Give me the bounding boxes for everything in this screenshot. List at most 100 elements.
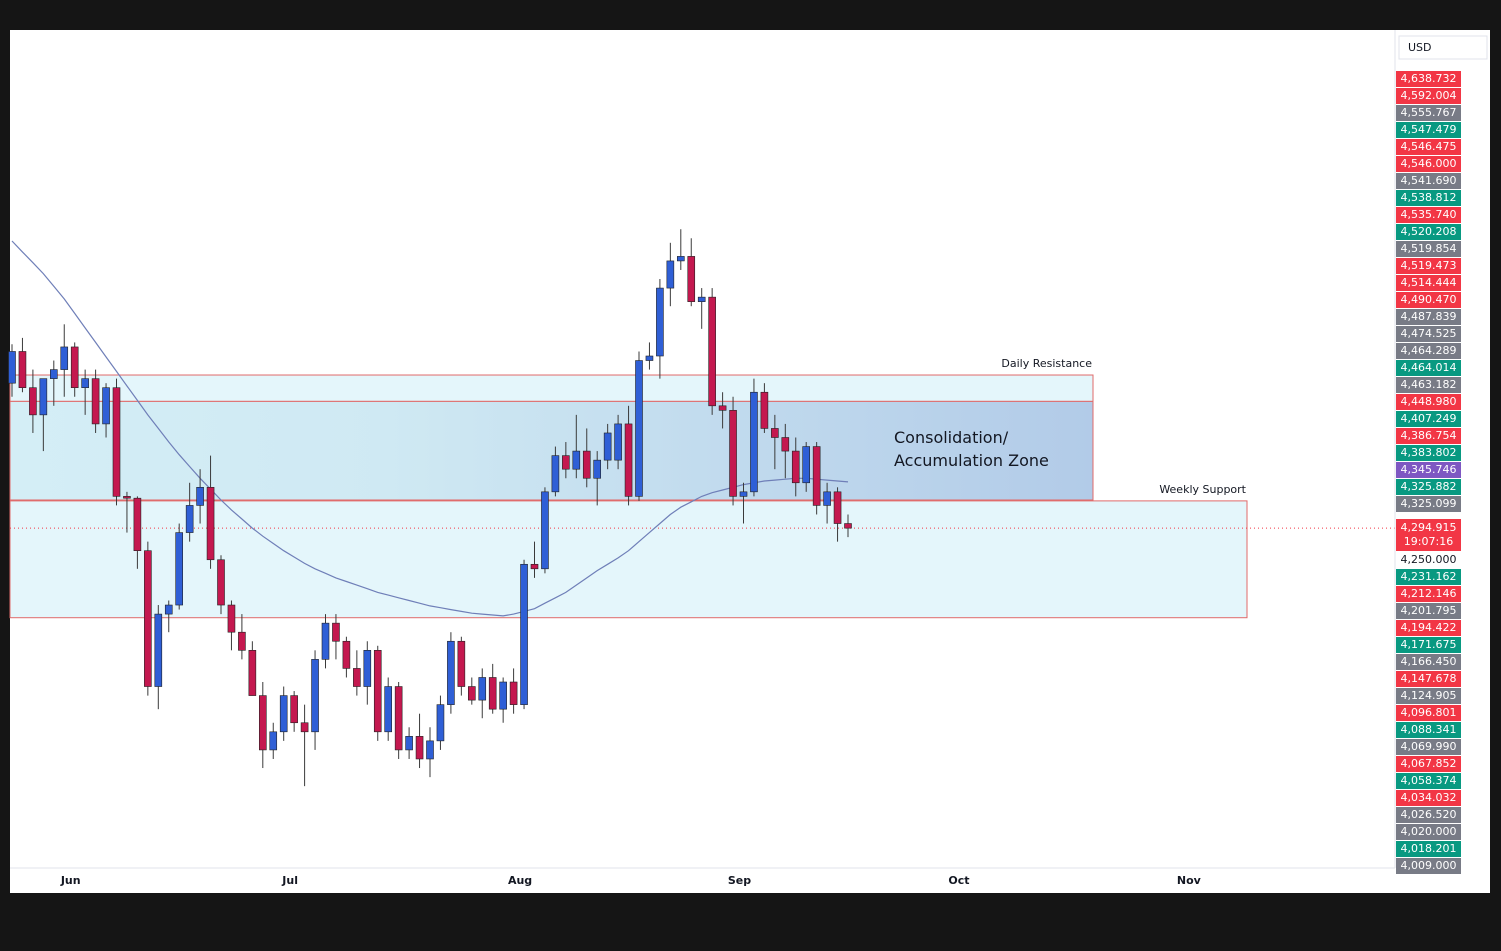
price-tag [1396, 773, 1461, 789]
price-tag [1396, 360, 1461, 376]
price-tag-label: 4,124.905 [1401, 689, 1457, 702]
price-tag [1396, 394, 1461, 410]
price-tag-label: 4,009.000 [1401, 859, 1457, 872]
candle-body [217, 559, 225, 606]
price-tag [1396, 156, 1461, 172]
price-tag [1396, 688, 1461, 704]
resistance-label: Daily Resistance [1001, 357, 1092, 370]
moving-average [11, 240, 849, 617]
candle-body [426, 740, 434, 760]
current-price-label: 4,294.915 [1401, 521, 1457, 534]
candle-body [802, 446, 811, 484]
countdown-label: 19:07:16 [1404, 535, 1453, 548]
price-tag-label: 4,490.470 [1401, 293, 1457, 306]
price-tag-label: 4,088.341 [1401, 723, 1457, 736]
price-axis: USD 4,638.732 4,592.004 4,555.767 4,547.479… [1394, 30, 1490, 893]
price-tag [1396, 224, 1461, 240]
candle-body [739, 491, 748, 497]
candle-body [572, 450, 581, 470]
candle-body [112, 387, 121, 497]
candle-body [353, 668, 361, 687]
price-tag [1396, 445, 1461, 461]
price-tag-label: 4,541.690 [1401, 174, 1457, 187]
candle-body [467, 686, 476, 701]
price-tag-label: 4,345.746 [1401, 463, 1457, 476]
candle-body [499, 681, 507, 710]
candle-body [311, 659, 319, 733]
price-tag-label: 4,520.208 [1401, 225, 1457, 238]
candles [8, 229, 1395, 787]
candle-body [133, 497, 142, 551]
price-tag [1396, 858, 1461, 874]
x-tick-label: Sep [728, 874, 751, 887]
candle-body [144, 550, 152, 687]
price-tag [1396, 569, 1461, 585]
candle-body [300, 722, 309, 733]
candle-body [49, 369, 58, 379]
price-tag [1396, 377, 1461, 393]
price-tag [1396, 462, 1461, 478]
candle-body [812, 446, 821, 506]
price-tag [1396, 824, 1461, 840]
support-zone [9, 500, 1248, 619]
price-tag-label: 4,463.182 [1401, 378, 1457, 391]
candle-body [91, 378, 100, 425]
price-tag-label: 4,407.249 [1401, 412, 1457, 425]
price-tag [1396, 343, 1461, 359]
price-tag-label: 4,514.444 [1401, 276, 1457, 289]
candle-body [624, 423, 633, 497]
candle-body [8, 351, 16, 384]
price-tag [1396, 326, 1461, 342]
price-tag [1396, 173, 1461, 189]
price-tag [1396, 496, 1461, 512]
price-tag-label: 4,067.852 [1401, 757, 1457, 770]
price-tag-label: 4,546.000 [1401, 157, 1457, 170]
candle-body [771, 428, 779, 438]
price-tag-label: 4,592.004 [1401, 89, 1457, 102]
price-tag-label: 4,096.801 [1401, 706, 1457, 719]
price-tag [1396, 139, 1461, 155]
candle-body [248, 650, 257, 696]
x-tick-label: Aug [508, 874, 532, 887]
x-tick-label: Oct [948, 874, 969, 887]
candle-body [206, 487, 215, 561]
price-tag-label: 4,034.032 [1401, 791, 1457, 804]
x-tick-label: Jun [60, 874, 81, 887]
price-tag-label: 4,194.422 [1401, 621, 1457, 634]
price-tag [1396, 105, 1461, 121]
price-tag-label: 4,638.732 [1401, 72, 1457, 85]
candle-body [478, 677, 487, 701]
currency-box[interactable] [1398, 35, 1488, 60]
price-tag-label: 4,147.678 [1401, 672, 1457, 685]
candle-body [29, 387, 37, 416]
price-tag-label: 4,325.882 [1401, 480, 1457, 493]
candle-body [70, 346, 79, 388]
price-tag-label: 4,519.473 [1401, 259, 1457, 272]
candle-body [582, 450, 591, 479]
candle-body [656, 287, 664, 357]
price-tag-label: 4,026.520 [1401, 808, 1457, 821]
price-tag-label: 4,020.000 [1401, 825, 1457, 838]
candle-body [687, 256, 696, 302]
zones: Daily Resistance Weekly Support Consolidat… [9, 357, 1248, 619]
price-tag [1396, 207, 1461, 223]
candle-body [227, 604, 236, 633]
candle-body [447, 640, 455, 705]
price-tag [1396, 71, 1461, 87]
price-tag-label: 4,250.000 [1401, 553, 1457, 566]
candle-body [844, 523, 852, 529]
candle-body [823, 491, 831, 506]
currency-label: USD [1408, 41, 1432, 54]
price-tag [1396, 258, 1461, 274]
price-tag [1396, 841, 1461, 857]
price-tag [1396, 790, 1461, 806]
candle-body [645, 355, 654, 361]
candle-body [457, 640, 466, 687]
price-tag-label: 4,325.099 [1401, 497, 1457, 510]
price-tag [1396, 411, 1461, 427]
candle-body [384, 686, 393, 733]
price-tag-label: 4,487.839 [1401, 310, 1457, 323]
x-tick-label: Nov [1177, 874, 1202, 887]
